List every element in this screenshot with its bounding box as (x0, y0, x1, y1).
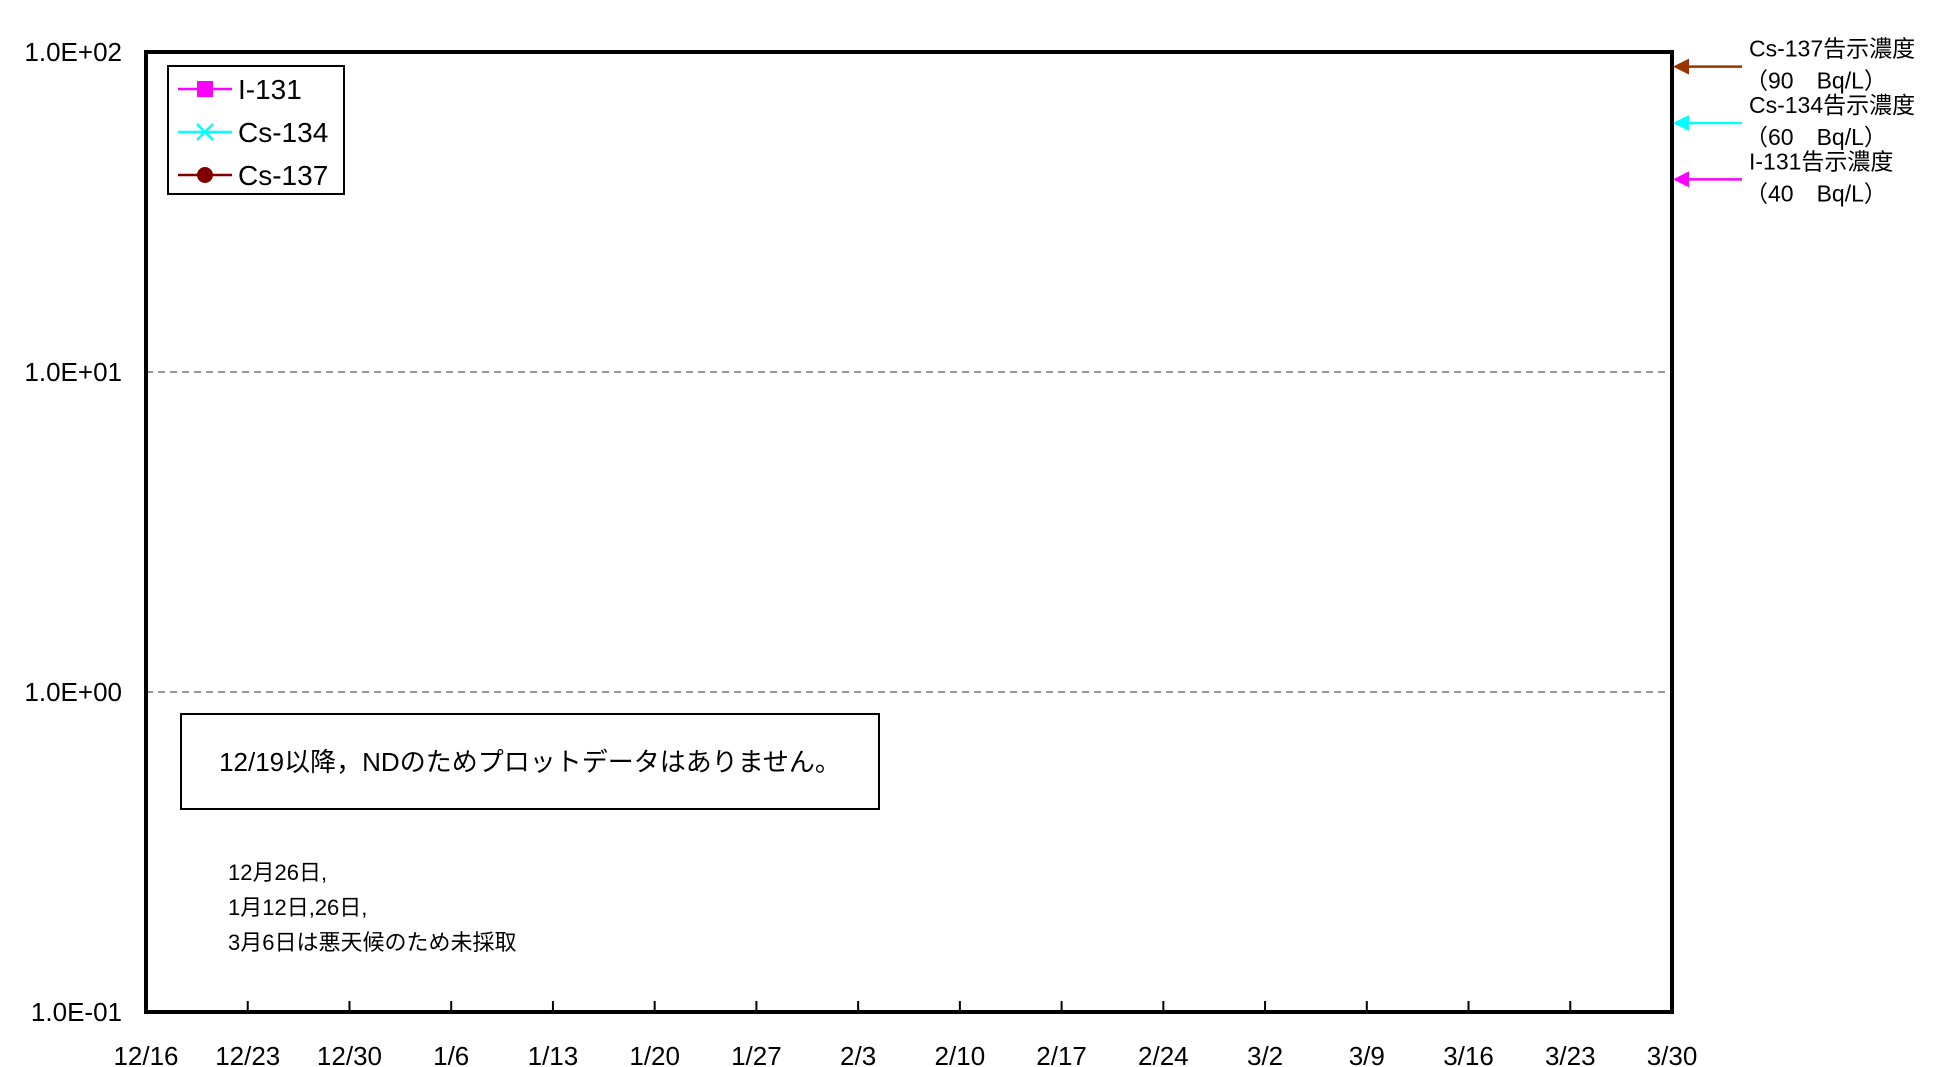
nd-note-frame (180, 713, 880, 810)
x-tick-label: 2/3 (840, 1041, 876, 1067)
reference-label: Cs-134告示濃度 (1749, 92, 1915, 118)
x-tick-label: 2/17 (1036, 1041, 1087, 1067)
reference-value: （90 Bq/L） (1745, 68, 1887, 94)
y-axis: 1.0E+02 1.0E+01 1.0E+00 1.0E-01 (24, 37, 122, 1027)
x-tick-label: 3/2 (1247, 1041, 1283, 1067)
x-tick-label: 1/13 (528, 1041, 579, 1067)
sampling-note: 12月26日, 1月12日,26日, 3月6日は悪天候のため未採取 (228, 860, 516, 955)
reference-value: （60 Bq/L） (1745, 124, 1887, 150)
x-tick-label: 1/27 (731, 1041, 782, 1067)
reference-arrow: Cs-137告示濃度 （90 Bq/L） (1673, 36, 1915, 94)
reference-arrow-head (1673, 171, 1689, 188)
x-tick-label: 12/23 (215, 1041, 280, 1067)
x-axis: 12/16 12/23 12/30 1/6 1/13 1/20 1/27 2/3 2/10 2/1… (113, 1001, 1697, 1067)
x-tick-label: 3/9 (1349, 1041, 1385, 1067)
legend-item: Cs-137 (178, 160, 328, 191)
x-tick-label: 2/24 (1138, 1041, 1189, 1067)
reference-arrow: I-131告示濃度 （40 Bq/L） (1673, 148, 1893, 206)
legend-label: I-131 (238, 74, 302, 105)
x-tick-label: 12/30 (317, 1041, 382, 1067)
reference-arrow: Cs-134告示濃度 （60 Bq/L） (1673, 92, 1915, 150)
x-tick-label: 3/23 (1545, 1041, 1596, 1067)
sampling-note-line: 12月26日, (228, 860, 327, 885)
grid-lines (146, 371, 1672, 693)
nd-note-text: 12/19以降，NDのためプロットデータはありません。 (219, 747, 841, 777)
legend-marker-circle (197, 167, 213, 183)
reference-lines: Cs-137告示濃度 （90 Bq/L）Cs-134告示濃度 （60 Bq/L）I-… (1673, 36, 1915, 206)
legend-label: Cs-134 (238, 117, 328, 148)
reference-arrow-head (1673, 114, 1689, 131)
legend: I-131 Cs-134 Cs-137 (167, 65, 345, 195)
sampling-note-line: 3月6日は悪天候のため未採取 (228, 930, 516, 955)
reference-label: I-131告示濃度 (1749, 148, 1893, 174)
y-tick-label: 1.0E+02 (24, 37, 122, 67)
legend-marker-x (196, 123, 214, 141)
x-tick-label: 12/16 (113, 1041, 178, 1067)
x-tick-label: 1/20 (629, 1041, 680, 1067)
sampling-note-line: 1月12日,26日, (228, 895, 367, 920)
legend-label: Cs-137 (238, 160, 328, 191)
reference-value: （40 Bq/L） (1745, 180, 1887, 206)
x-tick-label: 3/30 (1647, 1041, 1698, 1067)
reference-label: Cs-137告示濃度 (1749, 36, 1915, 62)
legend-marker-square (197, 81, 213, 97)
y-tick-label: 1.0E+00 (24, 677, 122, 707)
y-tick-label: 1.0E-01 (31, 997, 122, 1027)
reference-arrow-head (1673, 58, 1689, 75)
plot-frame (144, 50, 1674, 1014)
y-tick-label: 1.0E+01 (24, 357, 122, 387)
x-tick-label: 3/16 (1443, 1041, 1494, 1067)
nd-note-box: 12/19以降，NDのためプロットデータはありません。 (180, 713, 880, 810)
legend-item: Cs-134 (178, 117, 328, 148)
legend-item: I-131 (178, 74, 302, 105)
x-tick-label: 1/6 (433, 1041, 469, 1067)
x-tick-label: 2/10 (935, 1041, 986, 1067)
